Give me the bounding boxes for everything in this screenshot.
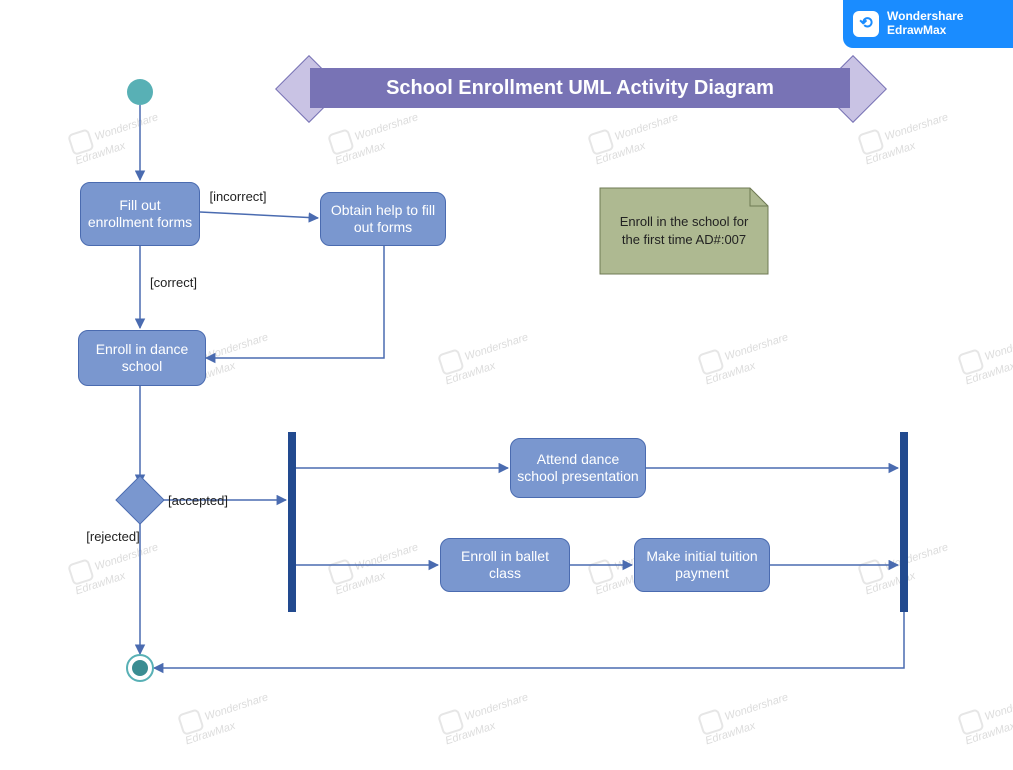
activity-obtain-help: Obtain help to fill out forms — [320, 192, 446, 246]
activity-tuition-label: Make initial tuition payment — [641, 548, 763, 583]
decision-node — [116, 476, 164, 524]
edge-label-incorrect: [incorrect] — [208, 190, 268, 205]
edge-label-accepted: [accepted] — [168, 494, 228, 509]
brand-line1: Wondershare — [887, 10, 963, 24]
diagram-title: School Enrollment UML Activity Diagram — [310, 68, 850, 108]
edge-label-incorrect-text: [incorrect] — [209, 189, 266, 204]
brand-badge: ⟲ Wondershare EdrawMax — [843, 0, 1013, 48]
activity-obtain-help-label: Obtain help to fill out forms — [327, 202, 439, 237]
end-node-outer — [127, 655, 153, 681]
brand-icon: ⟲ — [853, 11, 879, 37]
edge-label-rejected: [rejected] — [86, 530, 140, 545]
brand-line2: EdrawMax — [887, 24, 963, 38]
activity-enroll-ballet: Enroll in ballet class — [440, 538, 570, 592]
edge-label-rejected-text: [rejected] — [86, 529, 139, 544]
edge-label-correct-text: [correct] — [150, 275, 197, 290]
brand-icon-glyph: ⟲ — [859, 15, 872, 33]
activity-enroll-school: Enroll in dance school — [78, 330, 206, 386]
join-bar — [900, 432, 908, 612]
activity-attend-presentation: Attend dance school presentation — [510, 438, 646, 498]
diagram-title-text: School Enrollment UML Activity Diagram — [386, 77, 774, 100]
activity-attend-label: Attend dance school presentation — [517, 451, 639, 486]
brand-text: Wondershare EdrawMax — [887, 10, 963, 38]
activity-tuition-payment: Make initial tuition payment — [634, 538, 770, 592]
start-node — [127, 79, 153, 105]
activity-enroll-school-label: Enroll in dance school — [85, 341, 199, 376]
fork-bar — [288, 432, 296, 612]
diagram-canvas: ⟲ Wondershare EdrawMax WondershareEdrawM… — [0, 0, 1013, 770]
note-text: Enroll in the school for the first time … — [610, 213, 758, 248]
note: Enroll in the school for the first time … — [600, 188, 768, 274]
end-node-inner — [132, 660, 148, 676]
activity-ballet-label: Enroll in ballet class — [447, 548, 563, 583]
edge-label-accepted-text: [accepted] — [168, 493, 228, 508]
activity-fill-forms-label: Fill out enrollment forms — [87, 197, 193, 232]
activity-fill-forms: Fill out enrollment forms — [80, 182, 200, 246]
edge-label-correct: [correct] — [150, 276, 197, 291]
